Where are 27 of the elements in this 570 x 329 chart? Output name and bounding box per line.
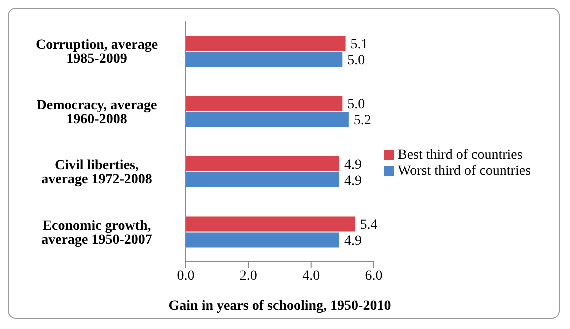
y-tick-label: Democracy, average 1960-2008 xyxy=(36,98,158,128)
bar xyxy=(186,96,343,112)
y-tick-label: Civil liberties, average 1972-2008 xyxy=(42,158,152,188)
legend-label: Best third of countries xyxy=(398,148,523,162)
data-label: 4.9 xyxy=(344,174,362,189)
bar xyxy=(186,216,356,232)
data-label: 4.9 xyxy=(344,234,362,250)
x-tick-label: 4.0 xyxy=(302,268,320,284)
y-tick-label: Economic growth, average 1950-2007 xyxy=(42,218,152,248)
bar xyxy=(186,172,340,188)
x-axis-title: Gain in years of schooling, 1950-2010 xyxy=(168,299,392,314)
data-label: 5.0 xyxy=(348,98,366,113)
legend-label: Worst third of countries xyxy=(398,164,532,178)
data-label: 5.1 xyxy=(350,37,368,52)
x-tick-label: 2.0 xyxy=(240,268,258,284)
data-label: 5.0 xyxy=(348,53,366,68)
bar xyxy=(186,52,343,67)
bar xyxy=(186,156,340,172)
y-tick-label: Corruption, average 1985-2009 xyxy=(36,38,158,68)
x-tick-label: 6.0 xyxy=(365,268,383,284)
data-label: 5.4 xyxy=(360,218,378,234)
data-label: 4.9 xyxy=(344,158,362,173)
bar xyxy=(186,232,340,248)
data-label: 5.2 xyxy=(354,114,372,129)
bar xyxy=(186,112,349,128)
bar xyxy=(186,36,346,51)
x-tick-label: 0.0 xyxy=(177,268,195,284)
